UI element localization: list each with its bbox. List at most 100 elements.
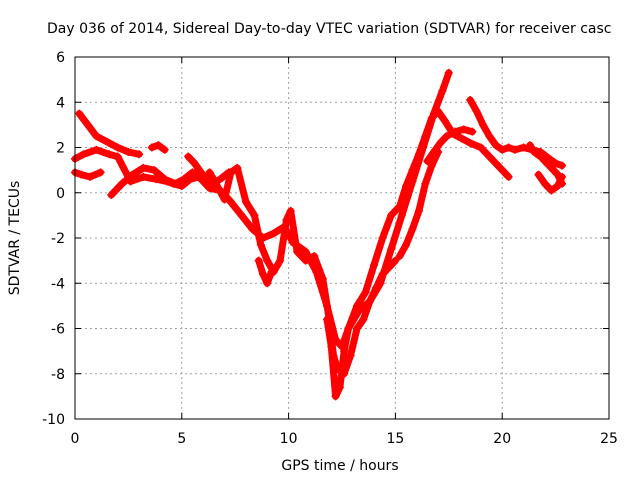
series-track-11 bbox=[423, 125, 477, 166]
series-track-8 bbox=[323, 107, 513, 401]
series-track-5 bbox=[147, 141, 169, 154]
data-point bbox=[117, 179, 126, 188]
data-point bbox=[468, 127, 477, 136]
data-point bbox=[414, 150, 423, 159]
x-tick-label: 20 bbox=[493, 431, 511, 447]
data-point bbox=[558, 161, 567, 170]
data-point bbox=[286, 206, 295, 215]
data-point bbox=[233, 163, 242, 172]
data-point bbox=[397, 211, 406, 220]
data-point bbox=[250, 211, 259, 220]
data-point bbox=[359, 315, 368, 324]
data-point bbox=[335, 383, 344, 392]
data-point bbox=[466, 138, 475, 147]
series-track-12 bbox=[466, 95, 567, 170]
data-point bbox=[436, 138, 445, 147]
data-point bbox=[504, 172, 513, 181]
data-point bbox=[263, 256, 272, 265]
data-point bbox=[530, 148, 539, 157]
data-point bbox=[201, 175, 210, 184]
data-point bbox=[105, 150, 114, 159]
data-point bbox=[327, 342, 336, 351]
data-point bbox=[310, 252, 319, 261]
data-point bbox=[79, 150, 88, 159]
x-tick-label: 15 bbox=[386, 431, 404, 447]
data-point bbox=[184, 152, 193, 161]
data-point bbox=[391, 256, 400, 265]
data-point bbox=[553, 181, 562, 190]
y-tick-label: -10 bbox=[42, 412, 65, 428]
data-point bbox=[519, 143, 528, 152]
data-point bbox=[256, 240, 265, 249]
data-point bbox=[408, 166, 417, 175]
data-point bbox=[457, 134, 466, 143]
y-axis-label: SDTVAR / TECUs bbox=[7, 181, 23, 296]
series-track-7 bbox=[254, 256, 276, 288]
data-point bbox=[205, 168, 214, 177]
data-point bbox=[344, 324, 353, 333]
data-point bbox=[370, 261, 379, 270]
data-point bbox=[478, 120, 487, 129]
data-point bbox=[365, 297, 374, 306]
data-point bbox=[434, 107, 443, 116]
data-point bbox=[540, 157, 549, 166]
x-axis-label: GPS time / hours bbox=[281, 458, 398, 474]
y-tick-label: 2 bbox=[56, 141, 65, 157]
data-point bbox=[438, 86, 447, 95]
data-point bbox=[92, 145, 101, 154]
data-point bbox=[85, 172, 94, 181]
data-point bbox=[423, 157, 432, 166]
series-line bbox=[71, 168, 105, 181]
data-point bbox=[402, 181, 411, 190]
data-point bbox=[408, 224, 417, 233]
data-point bbox=[241, 197, 250, 206]
data-point bbox=[258, 270, 267, 279]
y-tick-label: -2 bbox=[51, 231, 65, 247]
data-point bbox=[472, 107, 481, 116]
data-point bbox=[77, 170, 86, 179]
data-point bbox=[293, 247, 302, 256]
data-point bbox=[444, 68, 453, 77]
data-point bbox=[96, 168, 105, 177]
data-point bbox=[282, 215, 291, 224]
data-point bbox=[105, 138, 114, 147]
data-point bbox=[534, 170, 543, 179]
data-point bbox=[378, 270, 387, 279]
data-point bbox=[269, 229, 278, 238]
data-point bbox=[188, 168, 197, 177]
data-point bbox=[139, 172, 148, 181]
data-point bbox=[414, 206, 423, 215]
series-track-10 bbox=[395, 148, 443, 261]
data-point bbox=[92, 132, 101, 141]
data-point bbox=[190, 159, 199, 168]
data-point bbox=[540, 179, 549, 188]
data-point bbox=[301, 247, 310, 256]
data-point bbox=[254, 256, 263, 265]
data-point bbox=[421, 179, 430, 188]
series-line bbox=[423, 125, 476, 165]
data-point bbox=[267, 267, 276, 276]
data-point bbox=[476, 143, 485, 152]
data-point bbox=[160, 145, 169, 154]
data-point bbox=[459, 125, 468, 134]
data-point bbox=[107, 191, 116, 200]
series-track-2 bbox=[75, 109, 144, 159]
x-tick-label: 0 bbox=[71, 431, 80, 447]
data-point bbox=[263, 279, 272, 288]
x-tick-label: 5 bbox=[177, 431, 186, 447]
data-point bbox=[340, 369, 349, 378]
data-point bbox=[387, 245, 396, 254]
data-point bbox=[442, 132, 451, 141]
series-line bbox=[466, 96, 566, 170]
y-tick-label: -4 bbox=[51, 276, 65, 292]
data-point bbox=[402, 240, 411, 249]
data-point bbox=[352, 324, 361, 333]
y-tick-label: -8 bbox=[51, 367, 65, 383]
x-tick-label: 25 bbox=[600, 431, 618, 447]
data-point bbox=[83, 120, 92, 129]
data-point bbox=[216, 175, 225, 184]
data-point bbox=[496, 163, 505, 172]
data-point bbox=[378, 234, 387, 242]
data-point bbox=[340, 347, 349, 356]
